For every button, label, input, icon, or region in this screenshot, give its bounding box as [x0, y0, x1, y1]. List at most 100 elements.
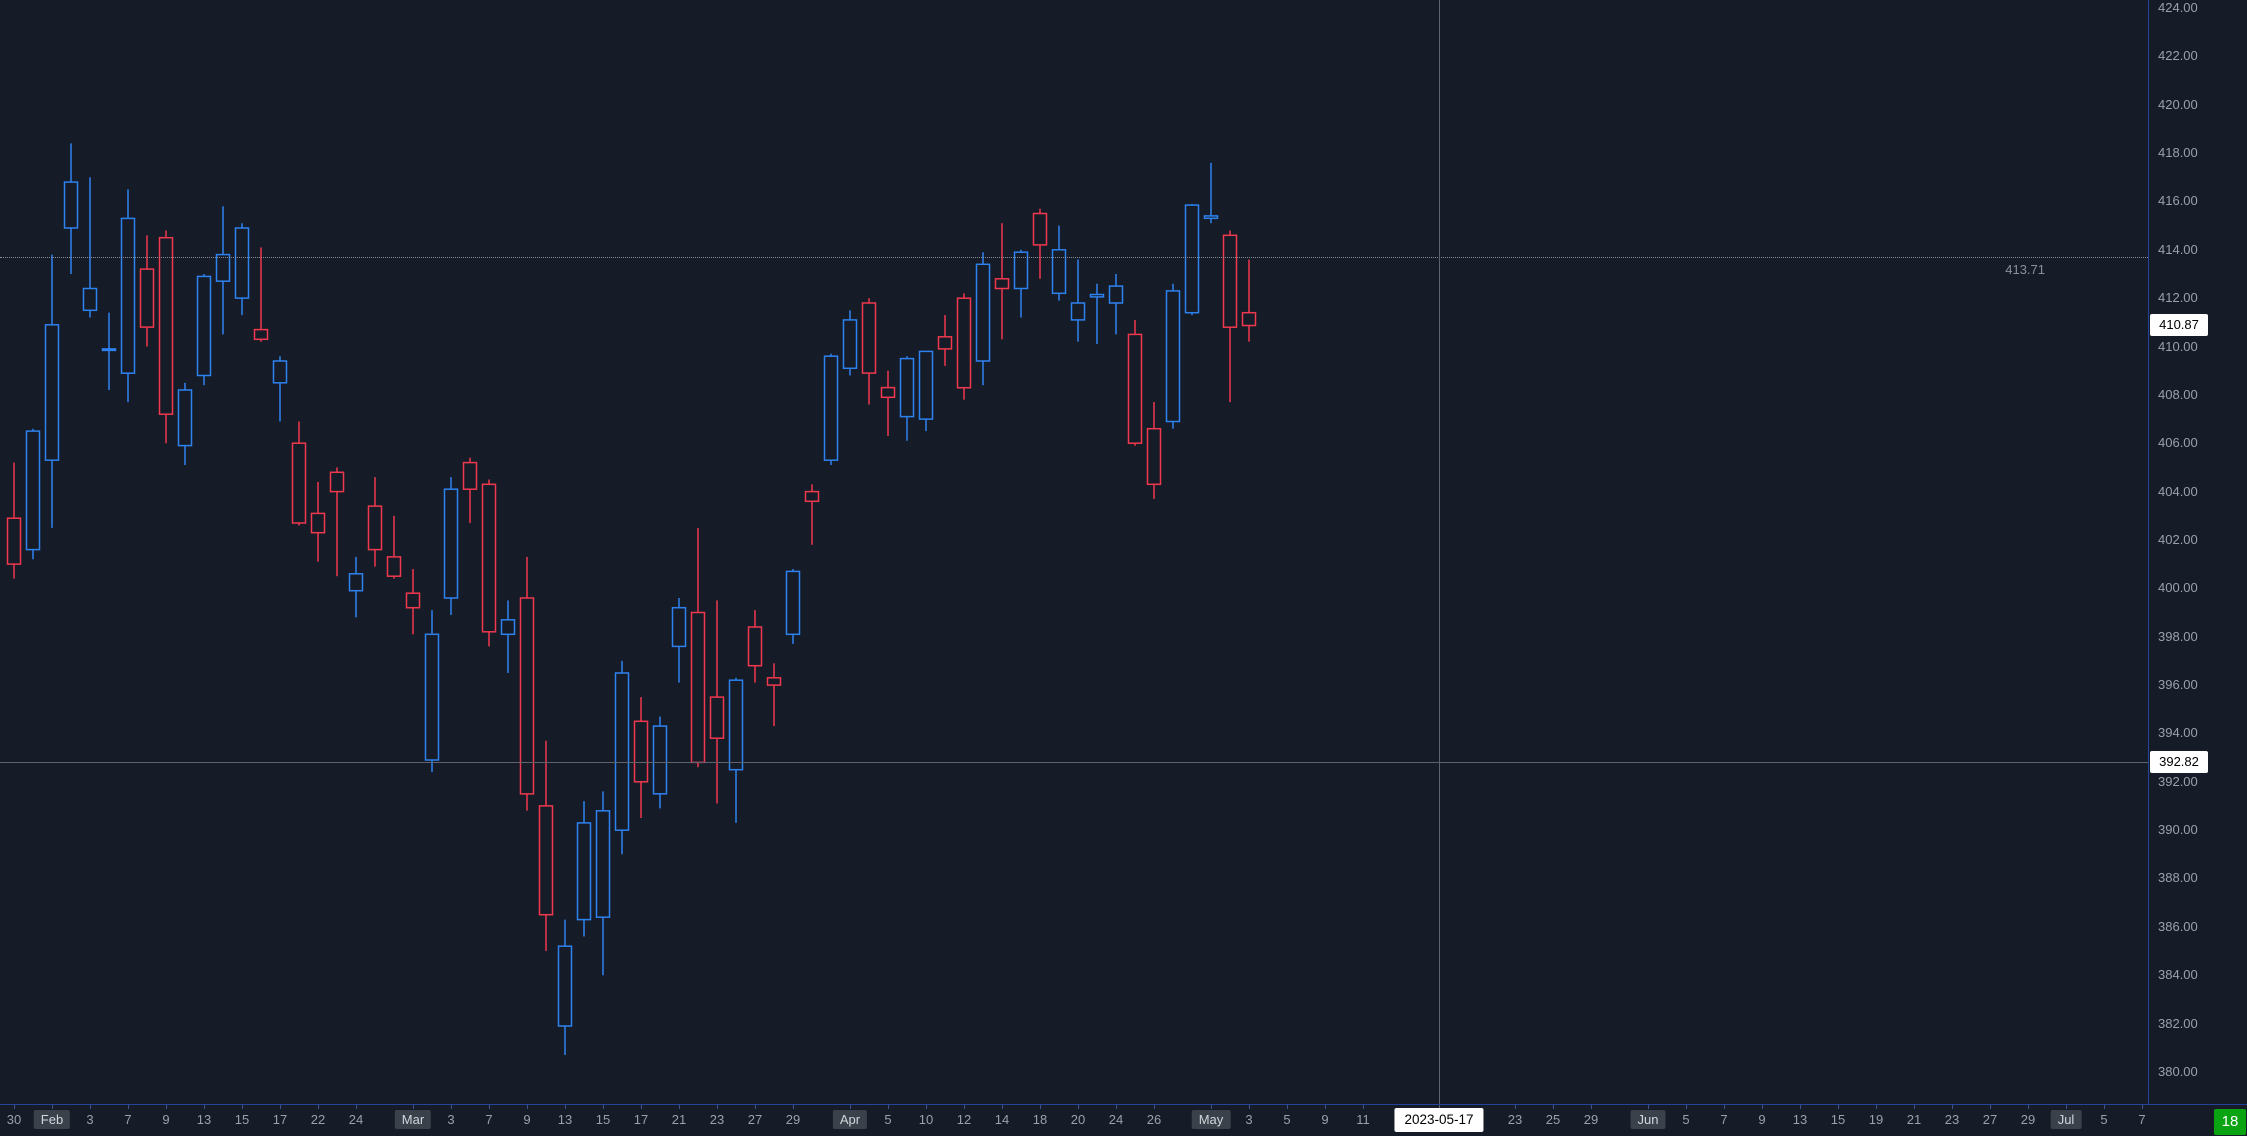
time-axis-tick — [451, 1105, 452, 1109]
time-axis-label: 15 — [1830, 1112, 1846, 1127]
price-axis-label-418.00: 418.00 — [2158, 145, 2198, 160]
candle-mar7 — [481, 479, 497, 647]
time-axis-tick — [1686, 1105, 1687, 1109]
time-axis-tick — [565, 1105, 566, 1109]
candle-may2 — [1222, 230, 1238, 403]
time-axis-tick — [2142, 1105, 2143, 1109]
time-axis-tick — [2066, 1105, 2067, 1109]
candle-mar1 — [405, 569, 421, 635]
time-axis-label: 21 — [1906, 1112, 1922, 1127]
time-axis-tick — [926, 1105, 927, 1109]
candle-feb22 — [310, 481, 326, 562]
price-axis[interactable]: 410.87 392.82 424.00 422.00 420.00 418.00 41… — [2148, 0, 2247, 1104]
time-axis-tick — [964, 1105, 965, 1109]
time-axis-tick — [204, 1105, 205, 1109]
time-axis-month-label-jul: Jul — [2050, 1110, 2082, 1129]
time-axis-label: 27 — [1982, 1112, 1998, 1127]
candle-feb10 — [177, 382, 193, 465]
candle-mar20 — [652, 716, 668, 809]
time-axis-tick — [1040, 1105, 1041, 1109]
time-axis-label: 13 — [1792, 1112, 1808, 1127]
candle-feb15 — [234, 223, 250, 316]
time-axis-label: 7 — [2138, 1112, 2146, 1127]
previous-close-line — [0, 257, 2148, 258]
price-axis-label-400.00: 400.00 — [2158, 580, 2198, 595]
price-axis-label-388.00: 388.00 — [2158, 870, 2198, 885]
time-axis-tick — [1952, 1105, 1953, 1109]
time-axis-tick — [1838, 1105, 1839, 1109]
time-axis-label: 9 — [162, 1112, 170, 1127]
candle-mar22 — [690, 527, 706, 768]
candle-mar17 — [633, 697, 649, 818]
candle-mar21 — [671, 598, 687, 683]
time-axis-tick — [1211, 1105, 1212, 1109]
candle-mar27 — [747, 610, 763, 683]
time-axis-tick — [527, 1105, 528, 1109]
candle-feb2 — [63, 143, 79, 274]
candle-apr26 — [1146, 402, 1162, 499]
time-axis-tick — [679, 1105, 680, 1109]
time-axis-tick — [14, 1105, 15, 1109]
time-axis-label: 13 — [196, 1112, 212, 1127]
candle-feb28 — [386, 515, 402, 579]
candle-feb23 — [329, 467, 345, 577]
time-axis-label: 5 — [884, 1112, 892, 1127]
price-axis-label-420.00: 420.00 — [2158, 97, 2198, 112]
time-axis-tick — [242, 1105, 243, 1109]
time-axis-tick — [1154, 1105, 1155, 1109]
time-axis-label: 19 — [1868, 1112, 1884, 1127]
time-axis-label: 21 — [671, 1112, 687, 1127]
time-axis-tick — [318, 1105, 319, 1109]
time-axis-month-label-may: May — [1191, 1110, 1231, 1129]
previous-close-price-label: 413.71 — [2005, 262, 2045, 277]
price-axis-label-390.00: 390.00 — [2158, 822, 2198, 837]
candle-mar9 — [519, 556, 535, 811]
time-axis-tick — [1914, 1105, 1915, 1109]
time-axis-month-label-feb: Feb — [33, 1110, 71, 1129]
time-axis-tick — [1325, 1105, 1326, 1109]
candle-apr28 — [1184, 203, 1200, 316]
time-axis[interactable]: 2023-05-17 18 30 Feb 3 7 9 13 15 17 22 24 Mar 3 7 9 13… — [0, 1104, 2247, 1136]
price-axis-label-384.00: 384.00 — [2158, 967, 2198, 982]
candle-apr11 — [937, 315, 953, 366]
candle-apr19 — [1051, 225, 1067, 301]
time-axis-label: 25 — [1545, 1112, 1561, 1127]
time-axis-tick — [1762, 1105, 1763, 1109]
time-axis-label: 18 — [1032, 1112, 1048, 1127]
time-axis-tick — [717, 1105, 718, 1109]
candle-apr13 — [975, 252, 991, 386]
crosshair-axis-tick — [1439, 1105, 1440, 1110]
time-axis-label: 27 — [747, 1112, 763, 1127]
candle-mar30 — [804, 484, 820, 545]
price-axis-label-416.00: 416.00 — [2158, 193, 2198, 208]
candle-mar6 — [462, 457, 478, 523]
time-axis-tick — [850, 1105, 851, 1109]
candle-feb3 — [82, 177, 98, 318]
time-axis-label: 24 — [348, 1112, 364, 1127]
price-axis-label-380.00: 380.00 — [2158, 1064, 2198, 1079]
time-axis-label: 23 — [709, 1112, 725, 1127]
candle-apr24 — [1108, 274, 1124, 335]
chart-plot-area[interactable]: 413.71 — [0, 0, 2148, 1104]
time-axis-label: 23 — [1507, 1112, 1523, 1127]
candle-apr5 — [880, 370, 896, 436]
time-axis-label: 9 — [523, 1112, 531, 1127]
candlestick-series — [6, 143, 1257, 1055]
crosshair-date-badge: 2023-05-17 — [1394, 1108, 1484, 1132]
time-axis-month-label-jun: Jun — [1630, 1110, 1666, 1129]
candle-apr21 — [1089, 283, 1105, 345]
price-axis-label-386.00: 386.00 — [2158, 919, 2198, 934]
candle-feb1 — [44, 254, 60, 528]
time-axis-label: 15 — [595, 1112, 611, 1127]
time-axis-label: 7 — [124, 1112, 132, 1127]
time-axis-tick — [166, 1105, 167, 1109]
candle-feb8 — [139, 235, 155, 347]
time-axis-label: 29 — [2020, 1112, 2036, 1127]
candle-mar23 — [709, 600, 725, 804]
time-axis-tick — [1648, 1105, 1649, 1109]
time-axis-tick — [1876, 1105, 1877, 1109]
time-axis-tick — [603, 1105, 604, 1109]
price-axis-label-422.00: 422.00 — [2158, 48, 2198, 63]
candle-mar10 — [538, 740, 554, 951]
